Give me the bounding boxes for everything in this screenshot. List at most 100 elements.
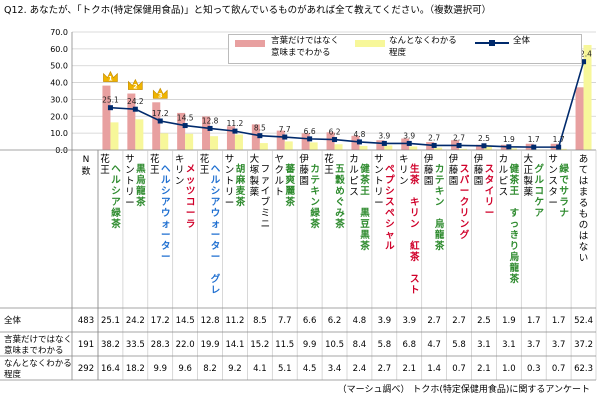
category-product-label: ペ (385, 208, 395, 219)
data-label-total: 1.7 (553, 135, 565, 144)
table-cell-value: 1.4 (427, 364, 441, 374)
category-product-label: 茶 (409, 251, 420, 263)
category-product-label: て (579, 165, 589, 176)
table-n-value: 292 (78, 364, 94, 374)
bar-vague (160, 133, 169, 150)
bar-vague (110, 122, 119, 150)
table-cell-value: 5.1 (278, 364, 292, 374)
table-cell-value: 8.4 (353, 340, 367, 350)
category-maker-label: ー (125, 198, 135, 209)
category-product-label: ラ (559, 197, 569, 208)
category-product-label: リ (485, 197, 495, 208)
table-cell-value: 2.7 (378, 364, 392, 374)
category-maker-label: ン (399, 176, 409, 187)
table-cell-value: 2.1 (402, 364, 416, 374)
category-maker-label: ン (125, 165, 135, 176)
category-product-label: 麦 (236, 185, 246, 197)
category-maker-label: ピ (349, 176, 359, 187)
category-product-label: 王 (360, 186, 370, 197)
point-total (232, 128, 238, 134)
category-product-label: イ (485, 186, 495, 197)
y-tick-label: 60.0 (50, 45, 68, 54)
category-maker-label: ン (548, 165, 558, 176)
table-cell-value: 12.8 (201, 316, 220, 326)
bar-meaning (276, 130, 285, 150)
bar-meaning (326, 132, 335, 150)
category-maker-label: ス (499, 187, 509, 198)
table-row-label: 全体 (4, 315, 22, 326)
category-maker-label: リ (399, 165, 409, 176)
bar-meaning (177, 112, 186, 150)
table-cell-value: 0.7 (452, 364, 466, 374)
category-maker-label: 大 (523, 153, 533, 165)
category-maker-label: ピ (499, 176, 509, 187)
category-maker-label: タ (548, 187, 558, 198)
table-cell-value: 4.1 (253, 364, 267, 374)
category-maker-label: ル (274, 176, 284, 187)
legend-label-total: 全体 (513, 36, 531, 46)
category-maker-label: 伊 (474, 153, 484, 165)
category-product-label: グ (460, 229, 470, 241)
bar-vague (135, 119, 144, 150)
bar-meaning (376, 140, 385, 150)
category-maker-label: サ (374, 154, 384, 165)
data-label-total: 6.2 (329, 128, 341, 137)
category-product-label: キ (410, 197, 420, 208)
table-cell-value: 24.2 (126, 316, 145, 326)
category-product-label: ン (410, 219, 420, 230)
point-total (406, 140, 412, 146)
category-product-label: レ (211, 285, 221, 296)
category-maker-label: 園 (474, 176, 484, 187)
category-maker-label: ト (225, 176, 235, 187)
category-product-label: 緑 (559, 163, 569, 175)
table-cell-value: 6.2 (328, 316, 342, 326)
category-maker-label: 藤 (449, 164, 459, 176)
bar-meaning (152, 102, 161, 150)
table-cell-value: 7.7 (278, 316, 292, 326)
category-product-label: グ (211, 273, 221, 285)
category-product-label: プ (385, 174, 395, 186)
category-maker-label: リ (225, 187, 235, 198)
category-maker-label: 王 (100, 165, 110, 176)
bar-vague (234, 134, 243, 150)
category-product-label: ま (579, 187, 589, 198)
rank-number: 2 (133, 83, 138, 91)
table-n-value: 191 (78, 340, 94, 350)
category-product-label: ー (485, 208, 495, 219)
bar-vague (259, 143, 268, 150)
category-product-label: 茶 (359, 174, 370, 186)
category-product-label: 茶 (135, 196, 146, 208)
category-maker-label: ー (225, 198, 235, 209)
data-label-total: 6.6 (304, 127, 316, 136)
table-cell-value: 3.1 (502, 340, 516, 350)
category-product-label: ブ (261, 196, 271, 208)
category-product-label: ぐ (335, 197, 345, 208)
category-product-label: は (579, 176, 589, 187)
question-title: Q12. あなたが、「トクホ(特定保健用食品)」と知って飲んでいるものがあれば全… (4, 5, 492, 16)
category-maker-label: 花 (200, 153, 210, 165)
category-maker-label: 王 (150, 165, 160, 176)
category-product-label: 茶 (235, 196, 246, 208)
table-cell-value: 3.1 (477, 340, 491, 350)
footnote: （マーシュ調べ） トクホ(特定保健用食品)に関するアンケート (337, 385, 590, 395)
category-maker-label: 伊 (449, 153, 459, 165)
category-product-label: カ (310, 164, 320, 175)
bar-meaning (575, 87, 584, 150)
category-product-label: も (579, 209, 589, 220)
table-cell-value: 52.4 (574, 316, 593, 326)
category-product-label: フ (261, 164, 271, 175)
category-product-label: ー (161, 252, 171, 263)
category-product-label: ン (435, 197, 445, 208)
category-product-label: パ (460, 174, 470, 186)
bar-vague (409, 146, 418, 150)
bar-vague (558, 148, 567, 150)
bar-meaning (251, 124, 260, 150)
category-product-label: シ (385, 186, 395, 197)
category-product-label: ア (211, 197, 221, 208)
point-total (307, 136, 313, 142)
bar-vague (508, 148, 517, 150)
category-product-label: ス (385, 197, 395, 208)
bar-vague (309, 142, 318, 150)
rank-number: 3 (158, 91, 163, 99)
category-product-label: ツ (186, 186, 196, 197)
